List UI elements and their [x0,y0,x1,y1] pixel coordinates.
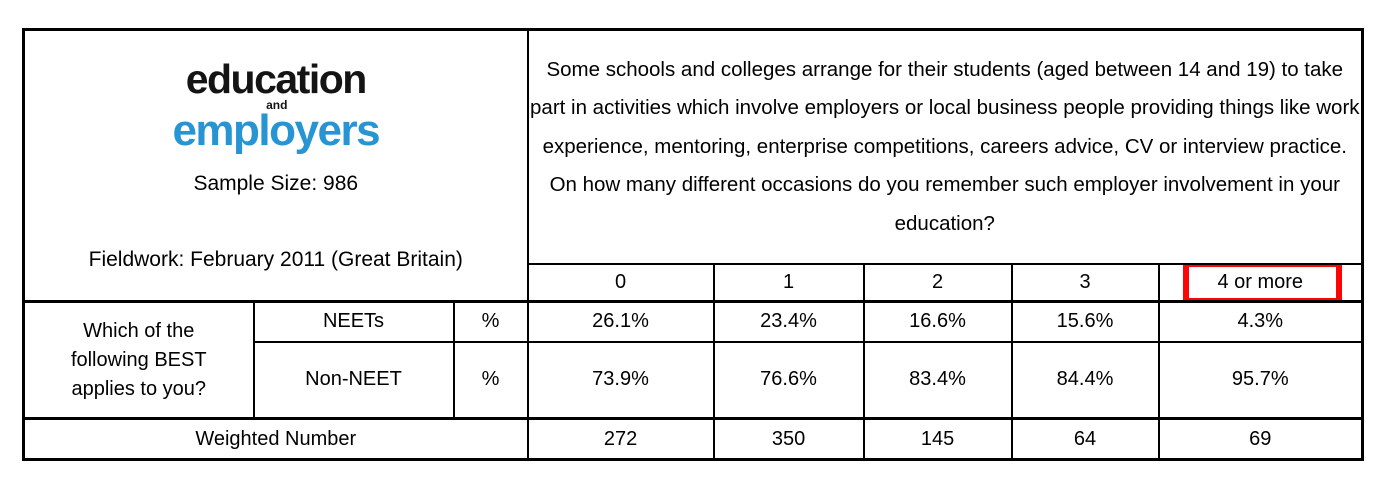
survey-question-cell: Some schools and colleges arrange for th… [526,28,1364,265]
weighted-value-0: 272 [526,417,715,461]
neets-row: Which of the following BEST applies to y… [22,300,1364,420]
non-neet-row: Non-NEET % 73.9% 76.6% 83.4% 84.4% 95.7% [24,340,1364,420]
neets-unit: % [452,300,529,343]
weighted-value-2: 145 [862,417,1013,461]
neets-row-label: NEETs [252,300,455,343]
fieldwork-text: Fieldwork: February 2011 (Great Britain) [88,248,463,272]
column-header-4-label: 4 or more [1217,270,1304,293]
info-panel: education and employers Sample Size: 986… [22,28,529,303]
non-neet-value-1: 76.6% [712,340,865,420]
weighted-number-row: Weighted Number 272 350 145 64 69 [22,417,1364,461]
weighted-value-4: 69 [1157,417,1364,461]
logo-employers-text: employers [172,105,380,155]
row-group-label: Which of the following BEST applies to y… [70,319,207,400]
column-header-0: 0 [526,262,715,303]
non-neet-value-0: 73.9% [526,340,715,420]
logo-education-text: education [185,55,368,102]
survey-question-text: Some schools and colleges arrange for th… [530,57,1360,235]
row-group-label-cell: Which of the following BEST applies to y… [22,300,255,420]
neets-value-3: 15.6% [1010,300,1160,343]
non-neet-value-4: 95.7% [1157,340,1364,420]
sample-size-text: Sample Size: 986 [193,172,359,196]
neets-value-0: 26.1% [526,300,715,343]
education-and-employers-logo: education and employers [26,55,526,155]
weighted-number-label: Weighted Number [22,417,529,461]
column-header-row: 0 1 2 3 4 or more [24,262,1364,303]
logo-and-text: and [266,97,288,112]
neets-value-1: 23.4% [712,300,865,343]
question-row: education and employers Sample Size: 986… [22,28,1364,303]
non-neet-row-label: Non-NEET [252,340,455,420]
non-neet-value-3: 84.4% [1010,340,1160,420]
weighted-value-1: 350 [712,417,865,461]
neets-value-4: 4.3% [1157,300,1364,343]
neets-value-2: 16.6% [862,300,1013,343]
column-header-3: 3 [1010,262,1160,303]
column-header-2: 2 [862,262,1013,303]
non-neet-unit: % [452,340,529,420]
column-header-4-or-more: 4 or more [1157,262,1364,303]
weighted-value-3: 64 [1010,417,1160,461]
column-header-1: 1 [712,262,865,303]
results-table: education and employers Sample Size: 986… [22,28,1365,461]
non-neet-value-2: 83.4% [862,340,1013,420]
